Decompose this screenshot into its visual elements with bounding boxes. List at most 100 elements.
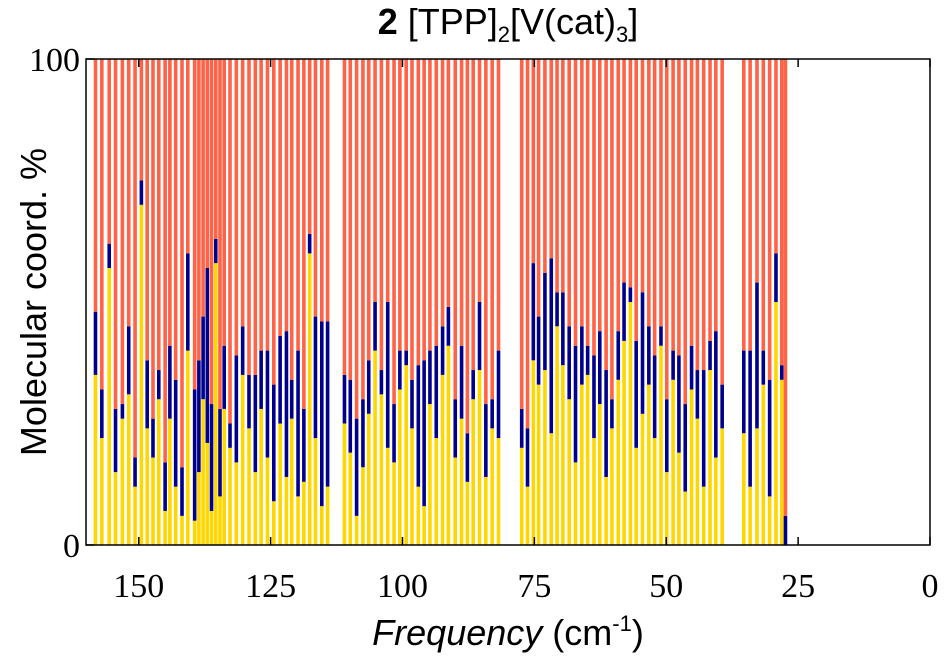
x-tick-label: 25 [781, 568, 815, 605]
bar-segment [640, 59, 645, 293]
bar-segment [404, 365, 408, 545]
bar-segment [284, 59, 289, 332]
bar-segment [689, 389, 694, 545]
bar-segment [767, 379, 772, 497]
bar-segment [536, 384, 541, 545]
bar-segment [234, 355, 239, 463]
bar-segment [201, 59, 205, 317]
bar-segment [689, 59, 694, 346]
bar-segment [531, 360, 536, 545]
bar-segment [213, 238, 218, 264]
bar-segment [133, 486, 137, 545]
bar-segment [561, 292, 565, 366]
bar-segment [253, 472, 258, 545]
bar-segment [701, 59, 706, 371]
bar-segment [519, 447, 524, 545]
bar-segment [307, 233, 312, 254]
bar-segment [561, 365, 565, 545]
bar-segment [265, 350, 270, 458]
bar-segment [490, 428, 494, 545]
bar-segment [180, 59, 184, 468]
bar-segment [484, 404, 488, 477]
bar-segment [151, 59, 155, 419]
bar-segment [525, 59, 530, 429]
bar-segment [385, 59, 390, 302]
bar-segment [163, 510, 167, 545]
bar-segment [640, 292, 645, 414]
bar-segment [453, 457, 458, 545]
bar-segment [585, 345, 590, 375]
bar-segment [561, 59, 565, 293]
bar-segment [209, 59, 214, 405]
bar-segment [585, 374, 590, 545]
bar-segment [278, 423, 282, 545]
bar-segment [453, 399, 458, 458]
bar-segment [592, 438, 596, 545]
bar-segment [531, 59, 536, 264]
bar-segment [714, 59, 718, 332]
bar-segment [271, 501, 276, 545]
bar-segment [628, 59, 633, 288]
bar-segment [683, 404, 688, 492]
bar-segment [647, 326, 651, 385]
bar-segment [422, 59, 426, 361]
bar-segment [373, 302, 377, 351]
bar-segment [410, 428, 414, 545]
bar-segment [385, 447, 390, 545]
bar-segment [767, 496, 772, 545]
bar-segment [271, 59, 276, 385]
bar-segment [585, 59, 590, 346]
bar-segment [302, 481, 306, 545]
bar-segment [307, 59, 312, 234]
bar-segment [296, 350, 300, 497]
bar-segment [296, 59, 300, 351]
bar-segment [228, 59, 232, 424]
bar-segment [348, 59, 353, 380]
bar-segment [313, 59, 318, 317]
bar-segment [163, 462, 167, 511]
bar-segment [361, 59, 365, 400]
bar-segment [151, 457, 155, 545]
bar-segment [543, 272, 547, 371]
bar-segment [205, 267, 210, 443]
bar-segment [525, 428, 530, 487]
bar-segment [701, 486, 706, 545]
x-tick-label: 0 [922, 568, 939, 605]
bar-segment [392, 404, 396, 463]
bar-segment [284, 476, 289, 545]
bar-segment [471, 59, 475, 371]
bar-segment [761, 59, 766, 351]
bar-segment [319, 59, 324, 322]
bar-segment [519, 408, 524, 448]
bar-segment [434, 345, 439, 439]
bar-segment [783, 59, 788, 516]
bar-segment [477, 370, 482, 545]
bar-segment [720, 59, 724, 385]
bar-segment [659, 59, 663, 327]
bar-segment [348, 379, 353, 453]
bar-segment [604, 370, 608, 477]
bar-segment [145, 428, 149, 545]
bar-segment [289, 379, 294, 419]
bar-segment [416, 486, 421, 545]
bar-segment [107, 59, 112, 244]
bar-segment [610, 59, 614, 400]
bar-segment [689, 345, 694, 390]
bar-segment [543, 370, 547, 545]
bar-segment [774, 253, 778, 302]
bar-segment [573, 345, 578, 463]
bar-segment [580, 384, 584, 545]
bar-segment [392, 462, 396, 545]
chart-title: 2 [TPP]2​[V(cat)3​] [378, 1, 639, 47]
bar-segment [549, 258, 554, 434]
bar-segment [616, 331, 621, 380]
bar-segment [652, 438, 657, 545]
bar-segment [168, 59, 172, 346]
bar-segment [604, 59, 608, 371]
bar-segment [664, 472, 669, 545]
bar-segment [659, 345, 663, 545]
bar-segment [234, 59, 239, 356]
bar-segment [549, 433, 554, 545]
bar-segment [234, 462, 239, 545]
bar-segment [126, 59, 131, 327]
